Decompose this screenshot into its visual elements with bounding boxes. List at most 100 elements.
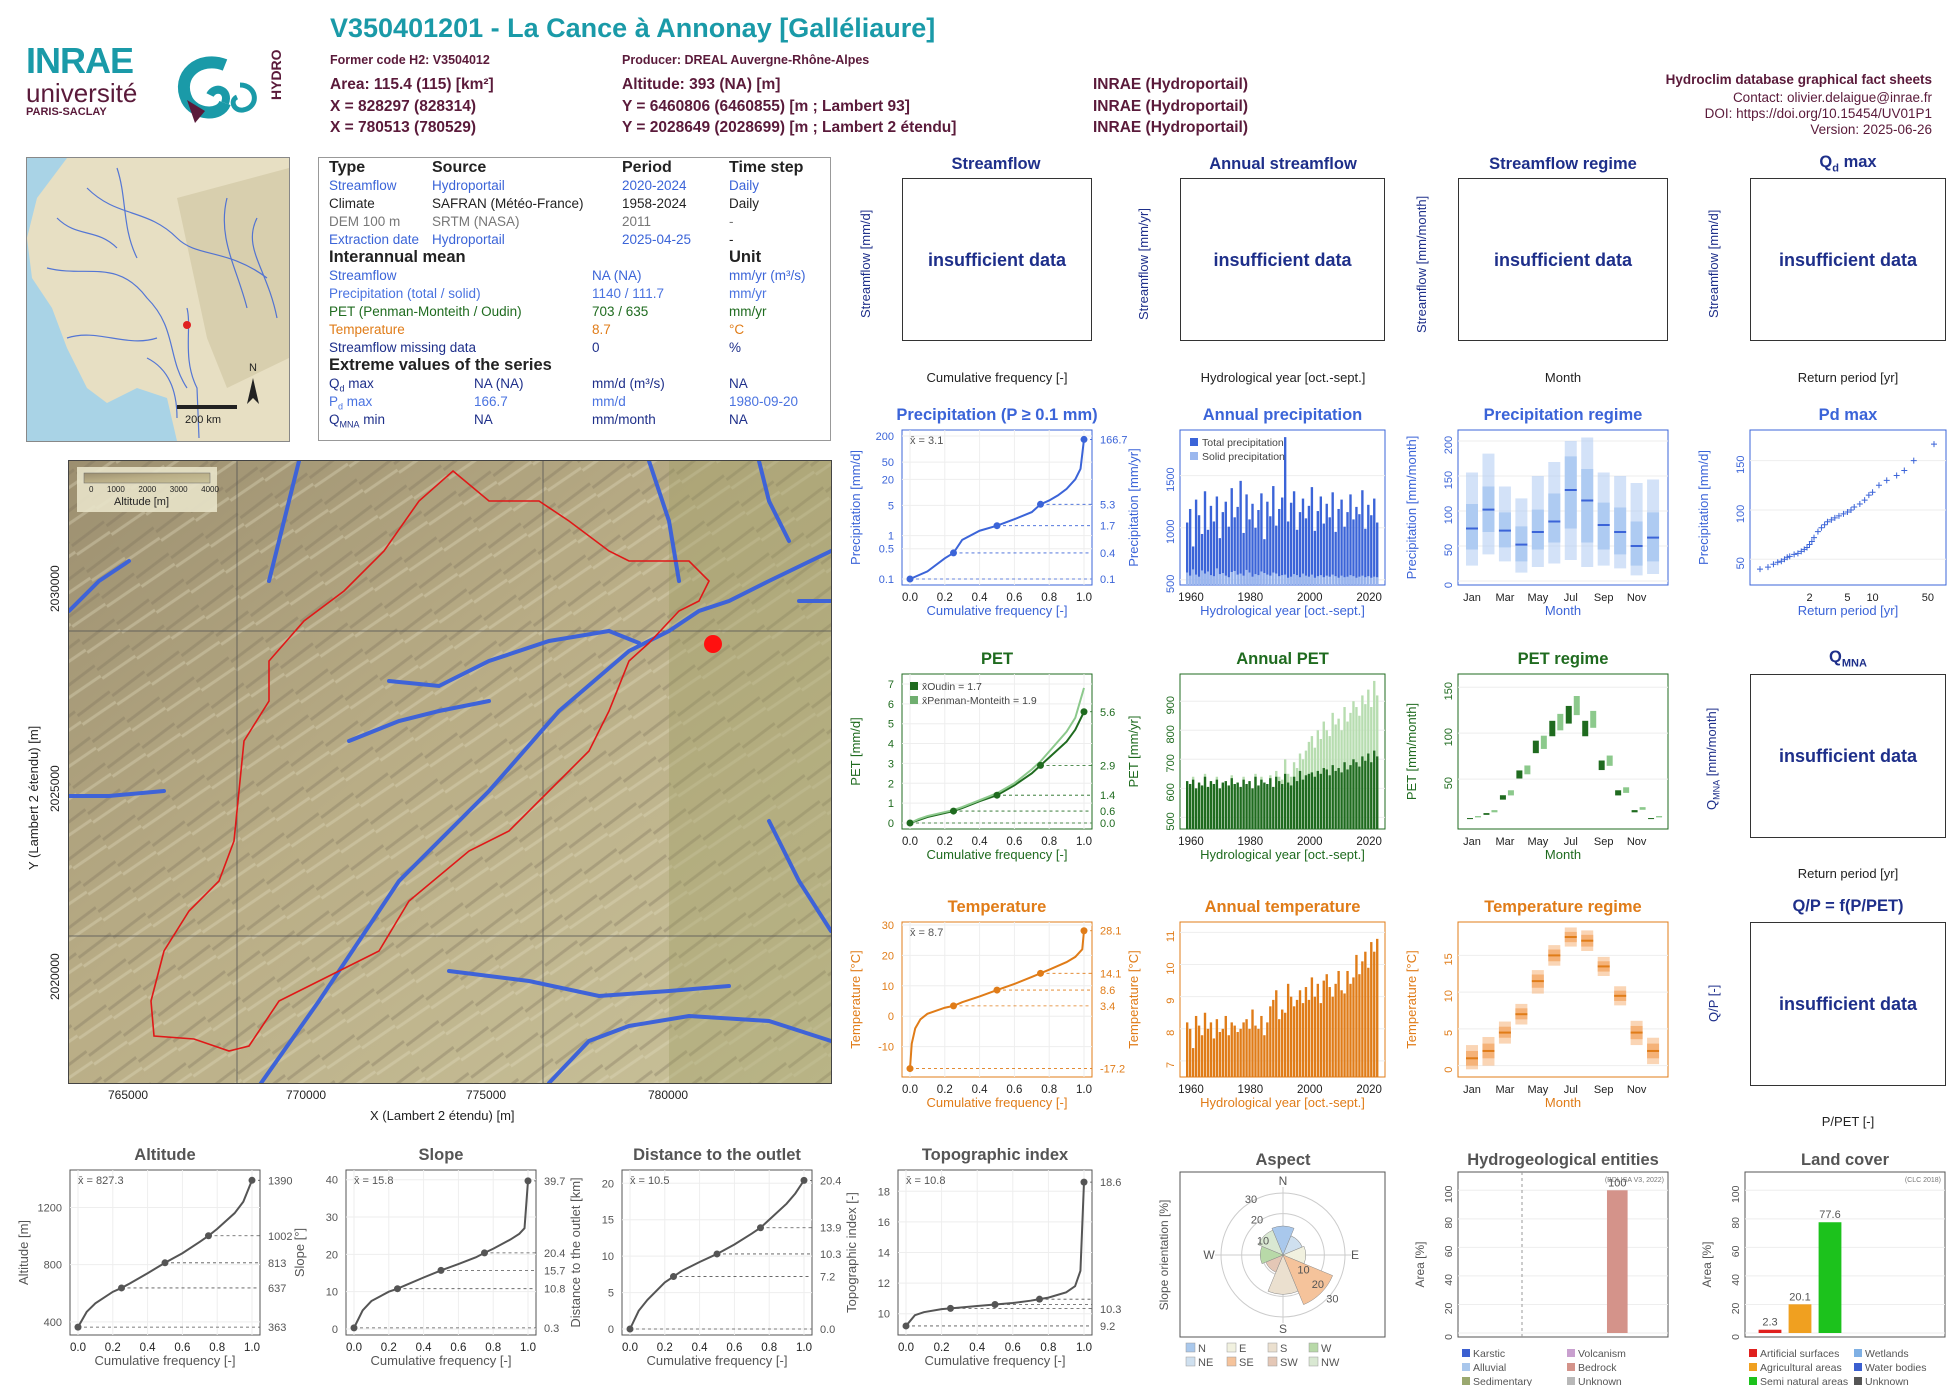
pet-regime-box-penman <box>1606 755 1613 766</box>
annual-pet-bar <box>1337 718 1340 829</box>
annual-precip-bar <box>1206 529 1210 585</box>
pd-max-point <box>1883 477 1890 484</box>
annual-pet-bar <box>1340 730 1343 829</box>
annual-precip-bar <box>1257 575 1260 585</box>
pet-legend-label: x̄Penman-Monteith = 1.9 <box>922 695 1037 707</box>
pd-max-point <box>1784 554 1791 561</box>
ext-pd-value: 166.7 <box>474 394 508 409</box>
qmna-xlabel: Return period [yr] <box>1797 866 1899 881</box>
precip-regime-ylabel: Precipitation [mm/month] <box>1404 436 1419 580</box>
annual-pet-bar <box>1370 762 1373 829</box>
temp-right-label: 3.4 <box>1100 1001 1115 1013</box>
annual-precip-bar <box>1203 573 1207 585</box>
annual-pet-bar <box>1224 781 1227 829</box>
annual-precip-bar <box>1283 437 1287 585</box>
temp-right-label: 14.1 <box>1100 968 1121 980</box>
annual-pet-bar <box>1239 786 1242 829</box>
annual-precip-bar <box>1272 486 1275 585</box>
row-extraction-period: 2025-04-25 <box>622 232 692 247</box>
pd-max-point <box>1875 482 1882 489</box>
annual-temp-ytick: 8 <box>1165 1030 1177 1036</box>
landcover-legend-label: Artificial surfaces <box>1760 1348 1839 1360</box>
altitude-quantile-dot <box>118 1284 125 1292</box>
pd-max-ytick: 150 <box>1735 455 1747 473</box>
pd-max-point <box>1869 489 1876 496</box>
page-title: V350401201 - La Cance à Annonay [Galléli… <box>330 13 936 43</box>
ext-pd-unit: mm/d <box>592 394 626 409</box>
altitude-xtick: 0.4 <box>140 1342 157 1354</box>
precip-regime-whisker <box>1581 437 1594 567</box>
annual-precip-bar <box>1301 573 1305 585</box>
pet-ytick: 1 <box>888 798 894 810</box>
annual-precip-bar <box>1349 494 1352 585</box>
annual-temp-bar <box>1337 970 1340 1077</box>
pet-regime-xtick: Jan <box>1463 836 1481 848</box>
precip-regime-title: Precipitation regime <box>1484 406 1643 424</box>
annual-pet-bar <box>1307 741 1311 829</box>
col-period: Period <box>622 159 672 176</box>
annual-pet-bar <box>1281 783 1284 829</box>
precip-regime-whisker <box>1614 476 1627 569</box>
basin-map: 0 1000 2000 3000 4000 Altitude [m] <box>68 460 832 1084</box>
aspect-sector-nw <box>1257 1229 1284 1256</box>
slope-curve-0 <box>353 1180 529 1329</box>
landcover-legend-swatch <box>1854 1349 1862 1357</box>
pd-max-xtick: 5 <box>1844 592 1850 604</box>
hydrogeo-legend-label: Bedrock <box>1578 1362 1617 1374</box>
qd-max-xlabel: Return period [yr] <box>1797 370 1899 385</box>
slope-ytick: 40 <box>326 1175 338 1187</box>
precip-xtick: 0.6 <box>1006 592 1022 604</box>
pet-right-label: 1.4 <box>1100 790 1115 802</box>
landcover-source: (CLC 2018) <box>1905 1177 1941 1184</box>
annual-temp-bar <box>1186 1022 1189 1077</box>
temp-regime-box <box>1482 1043 1495 1059</box>
pet-regime-box-oudin <box>1532 740 1539 754</box>
annual-temp-bar <box>1200 1035 1204 1077</box>
pd-max-point <box>1828 516 1835 523</box>
annual-precip-bar <box>1209 505 1213 585</box>
annual-pet-bar <box>1200 786 1204 829</box>
temp-regime-whisker <box>1581 930 1594 951</box>
temp-regime-whisker <box>1548 945 1561 966</box>
aspect-legend-swatch <box>1185 1356 1196 1367</box>
aspect-sector-n <box>1271 1225 1295 1256</box>
annual-temp-ytick: 10 <box>1165 962 1177 974</box>
topo-right-label: 9.2 <box>1100 1321 1115 1333</box>
topo-xtick: 1.0 <box>1076 1342 1092 1354</box>
topo-xlabel: Cumulative frequency [-] <box>925 1353 1066 1368</box>
doi-link[interactable]: DOI: https://doi.org/10.15454/UV01P1 <box>1704 106 1932 121</box>
annual-precip-bar <box>1334 576 1337 585</box>
slope-xtick: 0.6 <box>450 1342 466 1354</box>
annual-precip-bar <box>1352 576 1355 585</box>
annual-pet-bar <box>1349 712 1352 829</box>
precip-xtick: 0.8 <box>1041 592 1057 604</box>
pd-max-point <box>1901 467 1908 474</box>
annual-temp-xtick: 2020 <box>1356 1084 1382 1096</box>
precip-ytick: 0.5 <box>879 544 894 556</box>
annual-precip-bar <box>1281 497 1284 585</box>
distance-quantile-dot <box>626 1325 634 1333</box>
pet-regime-box-oudin <box>1648 818 1655 820</box>
annual-temp-bar <box>1334 983 1337 1077</box>
annual-temp-bar <box>1298 990 1302 1077</box>
streamflow-regime-msg: insufficient data <box>1458 178 1668 341</box>
pet-regime-box-penman <box>1623 787 1630 793</box>
qp-title: Q/P = f(P/PET) <box>1792 897 1904 915</box>
annual-temp-bar <box>1364 951 1367 1077</box>
altitude-xtick: 0.8 <box>209 1342 225 1354</box>
annual-precip-bar <box>1343 577 1346 585</box>
annual-pet-bar <box>1215 779 1219 829</box>
qmna-ylabel: QMNA [mm/month] <box>1704 707 1722 810</box>
annual-temp-bar <box>1251 1009 1254 1077</box>
annual-precip-bar <box>1239 480 1242 585</box>
pd-max-point <box>1861 497 1868 504</box>
annual-pet-bar <box>1281 779 1284 829</box>
annual-pet-bar <box>1370 707 1373 829</box>
annual-temp-bar <box>1218 1032 1222 1077</box>
annual-pet-bar <box>1242 776 1245 829</box>
precip-regime-box <box>1581 469 1594 543</box>
annual-pet-bar <box>1245 785 1248 829</box>
hydrogeo-title: Hydrogeological entities <box>1467 1151 1659 1169</box>
mean-missing-value: 0 <box>592 340 600 355</box>
topo-quantile-dot <box>947 1304 954 1312</box>
